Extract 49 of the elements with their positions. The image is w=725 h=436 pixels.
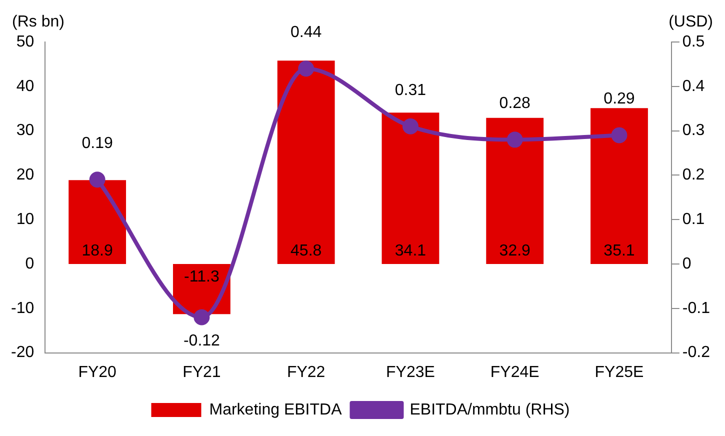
x-tick-label: FY22 [286,364,326,381]
bar [486,118,544,264]
x-tick-label: FY21 [182,364,221,381]
data-label: 34.1 [394,242,426,260]
y2-tick-label: 0 [682,255,692,272]
y-tick-label: -10 [11,300,34,317]
point [194,309,210,326]
y-tick-label: 40 [16,78,34,95]
y2-tick-label: 0.2 [682,166,705,184]
y-tick-label: 20 [16,166,34,184]
point [298,60,314,77]
point [89,172,106,188]
y2-tick-label: 0.4 [682,78,705,95]
data-label: 0.44 [290,24,322,42]
y-tick-label: 0 [25,255,34,272]
data-label: 0.31 [394,82,426,99]
bar [382,112,440,264]
y2-tick-label: 0.1 [682,211,705,228]
y-tick-label: 50 [16,33,34,50]
y2-tick-label: -0.2 [682,344,710,362]
x-tick-label: FY25E [594,364,644,381]
y2-tick-label: 0.3 [682,122,705,140]
data-label: 35.1 [604,242,635,260]
data-label: -0.12 [183,332,220,350]
legend-label: Marketing EBITDA [209,401,342,418]
bar [68,180,126,264]
y-tick-label: 10 [16,211,34,228]
data-label: 18.9 [82,242,113,260]
point [611,127,628,144]
data-label: 32.9 [499,242,531,260]
y2-axis-title: (USD) [668,13,713,30]
legend-label: EBITDA/mmbtu (RHS) [410,401,570,418]
y-axis-title: (Rs bn) [12,13,64,30]
y-tick-label: -20 [11,344,34,362]
point [402,118,418,134]
data-label: 45.8 [290,242,322,260]
y2-tick-label: 0.5 [682,33,705,50]
y-tick-label: 30 [16,122,34,140]
x-tick-label: FY24E [490,364,540,381]
data-label: 0.28 [499,95,531,112]
bar [590,108,648,264]
y2-tick-label: -0.1 [682,300,710,317]
data-label: 0.29 [604,90,635,108]
point [506,132,523,148]
data-label: -11.3 [184,268,220,286]
data-label: 0.19 [82,135,113,152]
x-tick-label: FY20 [78,364,117,381]
x-tick-label: FY23E [386,364,435,381]
bar [277,60,335,264]
